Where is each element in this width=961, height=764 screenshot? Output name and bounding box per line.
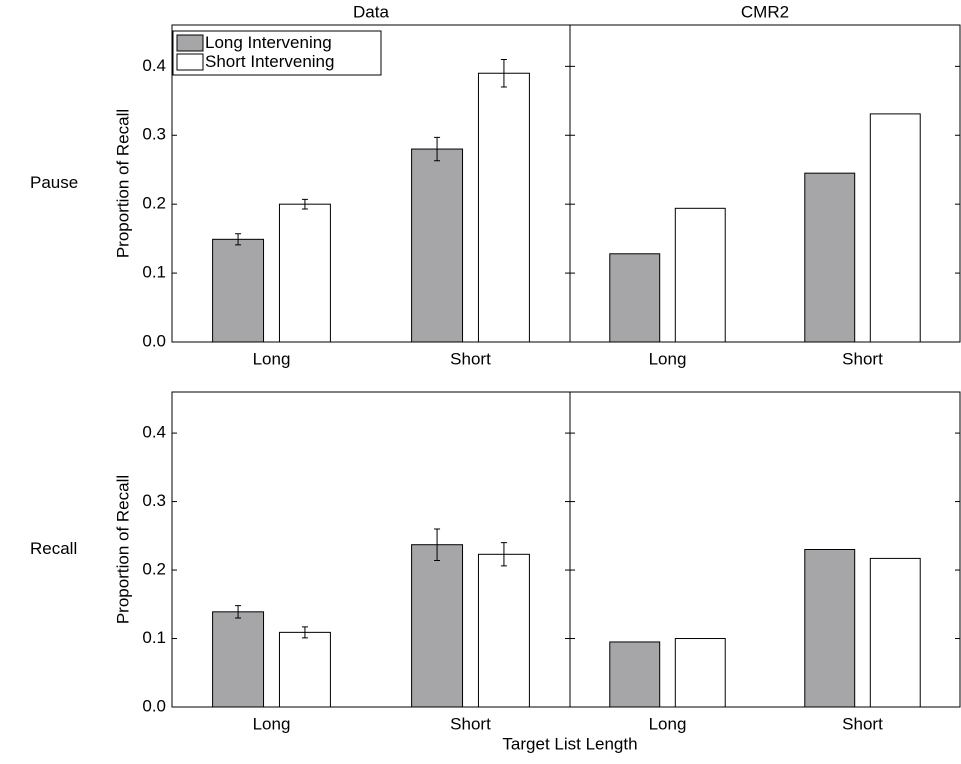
bar bbox=[278, 203, 331, 343]
x-tick-label: Long bbox=[253, 714, 291, 733]
y-axis-label: Proportion of Recall bbox=[113, 475, 132, 624]
x-tick-label: Short bbox=[842, 714, 883, 733]
x-tick-label: Short bbox=[450, 349, 491, 368]
panel-title: CMR2 bbox=[741, 2, 789, 21]
bar bbox=[674, 638, 726, 708]
error-bar bbox=[301, 626, 308, 639]
x-tick-label: Short bbox=[842, 349, 883, 368]
y-tick-label: 0.1 bbox=[142, 263, 166, 282]
x-tick-label: Short bbox=[450, 714, 491, 733]
error-bar bbox=[500, 542, 507, 567]
panel-frame bbox=[569, 391, 961, 708]
y-tick-label: 0.1 bbox=[142, 628, 166, 647]
y-axis-label: Proportion of Recall bbox=[113, 109, 132, 258]
panel-frame bbox=[569, 24, 961, 343]
legend-label: Long Intervening bbox=[205, 33, 332, 52]
x-tick-label: Long bbox=[253, 349, 291, 368]
x-tick-label: Long bbox=[649, 349, 687, 368]
bar bbox=[212, 611, 265, 708]
error-bar bbox=[500, 58, 507, 88]
y-tick-label: 0.3 bbox=[142, 491, 166, 510]
bar bbox=[674, 207, 726, 343]
bar bbox=[411, 544, 464, 708]
bar bbox=[609, 253, 661, 343]
y-tick-label: 0.2 bbox=[142, 194, 166, 213]
legend-swatch bbox=[176, 53, 204, 71]
x-tick-label: Long bbox=[649, 714, 687, 733]
legend-label: Short Intervening bbox=[205, 52, 334, 71]
y-tick-label: 0.0 bbox=[142, 696, 166, 715]
y-tick-label: 0.4 bbox=[142, 56, 166, 75]
legend-swatch bbox=[176, 34, 204, 52]
bar bbox=[609, 641, 661, 708]
row-label: Recall bbox=[30, 539, 77, 558]
error-bar bbox=[301, 198, 308, 210]
bar bbox=[278, 631, 331, 708]
bar bbox=[804, 549, 856, 708]
bar bbox=[804, 172, 856, 343]
bar bbox=[869, 557, 921, 708]
bar bbox=[411, 148, 464, 343]
y-tick-label: 0.0 bbox=[142, 331, 166, 350]
legend-frame bbox=[172, 30, 382, 76]
bar bbox=[477, 553, 530, 708]
bar bbox=[212, 238, 265, 343]
y-tick-label: 0.2 bbox=[142, 560, 166, 579]
panel-title: Data bbox=[353, 2, 389, 21]
row-label: Pause bbox=[30, 173, 78, 192]
error-bar bbox=[235, 605, 242, 619]
error-bar bbox=[434, 136, 441, 162]
error-bar bbox=[235, 233, 242, 246]
error-bar bbox=[434, 528, 441, 561]
bar bbox=[869, 113, 921, 343]
bar bbox=[477, 72, 530, 343]
x-axis-label: Target List Length bbox=[502, 734, 637, 753]
y-tick-label: 0.3 bbox=[142, 125, 166, 144]
y-tick-label: 0.4 bbox=[142, 423, 166, 442]
